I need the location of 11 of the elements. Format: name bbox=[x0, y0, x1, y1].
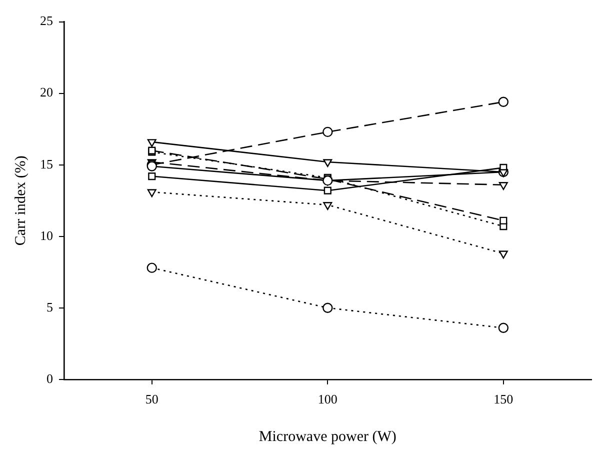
y-tick-label: 0 bbox=[46, 370, 53, 386]
x-tick-label: 100 bbox=[318, 392, 338, 407]
y-tick-label: 15 bbox=[40, 156, 53, 172]
y-tick-label: 10 bbox=[40, 228, 53, 243]
x-tick-label: 50 bbox=[145, 392, 158, 407]
y-axis-title: Carr index (%) bbox=[12, 156, 29, 246]
x-tick-label: 150 bbox=[494, 392, 514, 407]
y-tick-label: 5 bbox=[46, 299, 53, 314]
y-tick-label: 25 bbox=[40, 13, 53, 28]
y-tick-label: 20 bbox=[40, 84, 53, 100]
x-axis-title: Microwave power (W) bbox=[258, 428, 396, 445]
